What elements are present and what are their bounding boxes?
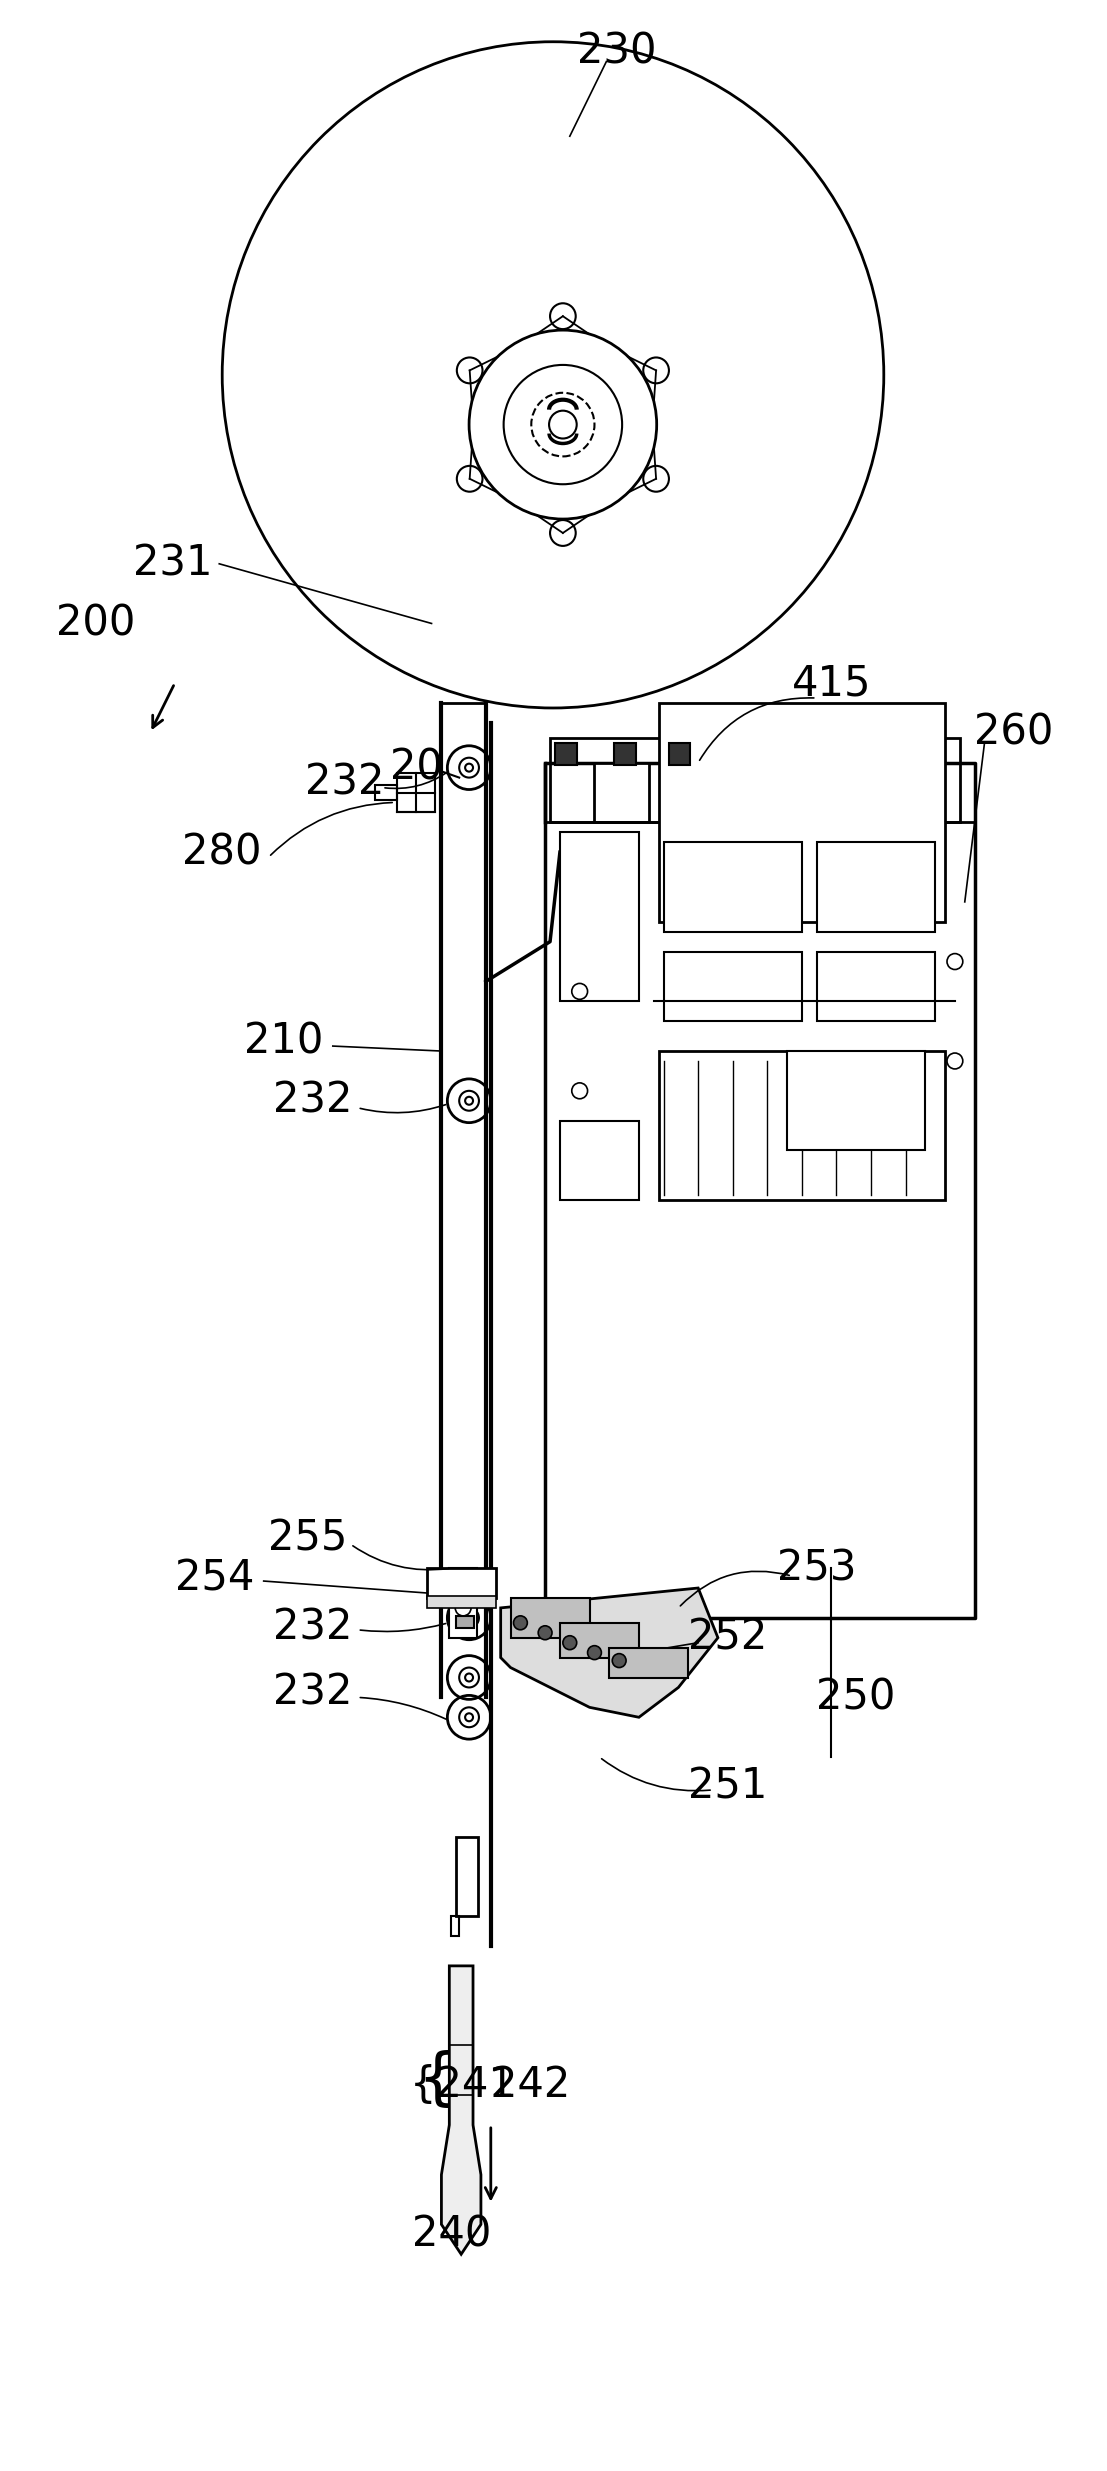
Text: 200: 200 <box>56 603 135 645</box>
Bar <box>614 744 635 764</box>
Text: 232: 232 <box>273 1606 353 1648</box>
Bar <box>560 1623 639 1658</box>
Text: 20: 20 <box>391 746 443 788</box>
Bar <box>669 744 691 764</box>
Bar <box>449 1569 477 1638</box>
Text: 254: 254 <box>175 1557 254 1599</box>
Bar <box>817 843 935 932</box>
Bar <box>659 704 945 922</box>
Circle shape <box>514 1616 527 1631</box>
Bar <box>787 1050 925 1151</box>
Circle shape <box>588 1646 601 1661</box>
Bar <box>555 744 577 764</box>
Bar <box>560 1122 639 1201</box>
Bar <box>456 1836 478 1915</box>
Bar <box>550 739 960 823</box>
Text: 280: 280 <box>183 830 262 872</box>
Text: 240: 240 <box>412 2214 492 2256</box>
Bar <box>733 764 787 823</box>
Circle shape <box>562 1636 577 1651</box>
Circle shape <box>538 1626 552 1641</box>
Bar <box>609 1648 689 1678</box>
Bar <box>663 951 801 1021</box>
Text: 255: 255 <box>268 1517 348 1559</box>
Bar <box>663 843 801 932</box>
Text: 251: 251 <box>689 1767 767 1809</box>
Text: 232: 232 <box>304 761 384 803</box>
Circle shape <box>455 1599 472 1616</box>
Polygon shape <box>442 1967 480 2254</box>
Bar <box>397 773 435 813</box>
Text: 252: 252 <box>689 1616 767 1658</box>
Bar <box>426 1569 496 1599</box>
Bar <box>663 764 718 823</box>
Bar <box>659 1050 945 1201</box>
Circle shape <box>612 1653 627 1668</box>
Text: 242: 242 <box>490 2063 570 2105</box>
Bar <box>375 786 397 801</box>
Bar <box>817 951 935 1021</box>
Text: {: { <box>417 2051 457 2110</box>
Text: 210: 210 <box>244 1021 323 1063</box>
Bar <box>560 833 639 1001</box>
Bar <box>594 764 649 823</box>
Bar <box>426 1596 496 1609</box>
Text: 231: 231 <box>133 544 213 586</box>
Bar <box>452 1915 459 1937</box>
Bar <box>510 1599 590 1638</box>
Text: 415: 415 <box>792 662 871 704</box>
Text: 250: 250 <box>817 1675 896 1717</box>
Text: 232: 232 <box>273 1080 353 1122</box>
Text: 232: 232 <box>273 1670 353 1712</box>
Text: 230: 230 <box>578 30 656 72</box>
Text: {241: {241 <box>411 2063 516 2105</box>
Polygon shape <box>500 1589 718 1717</box>
Bar <box>456 1616 474 1628</box>
Text: 253: 253 <box>777 1547 857 1589</box>
Text: 260: 260 <box>974 712 1054 754</box>
